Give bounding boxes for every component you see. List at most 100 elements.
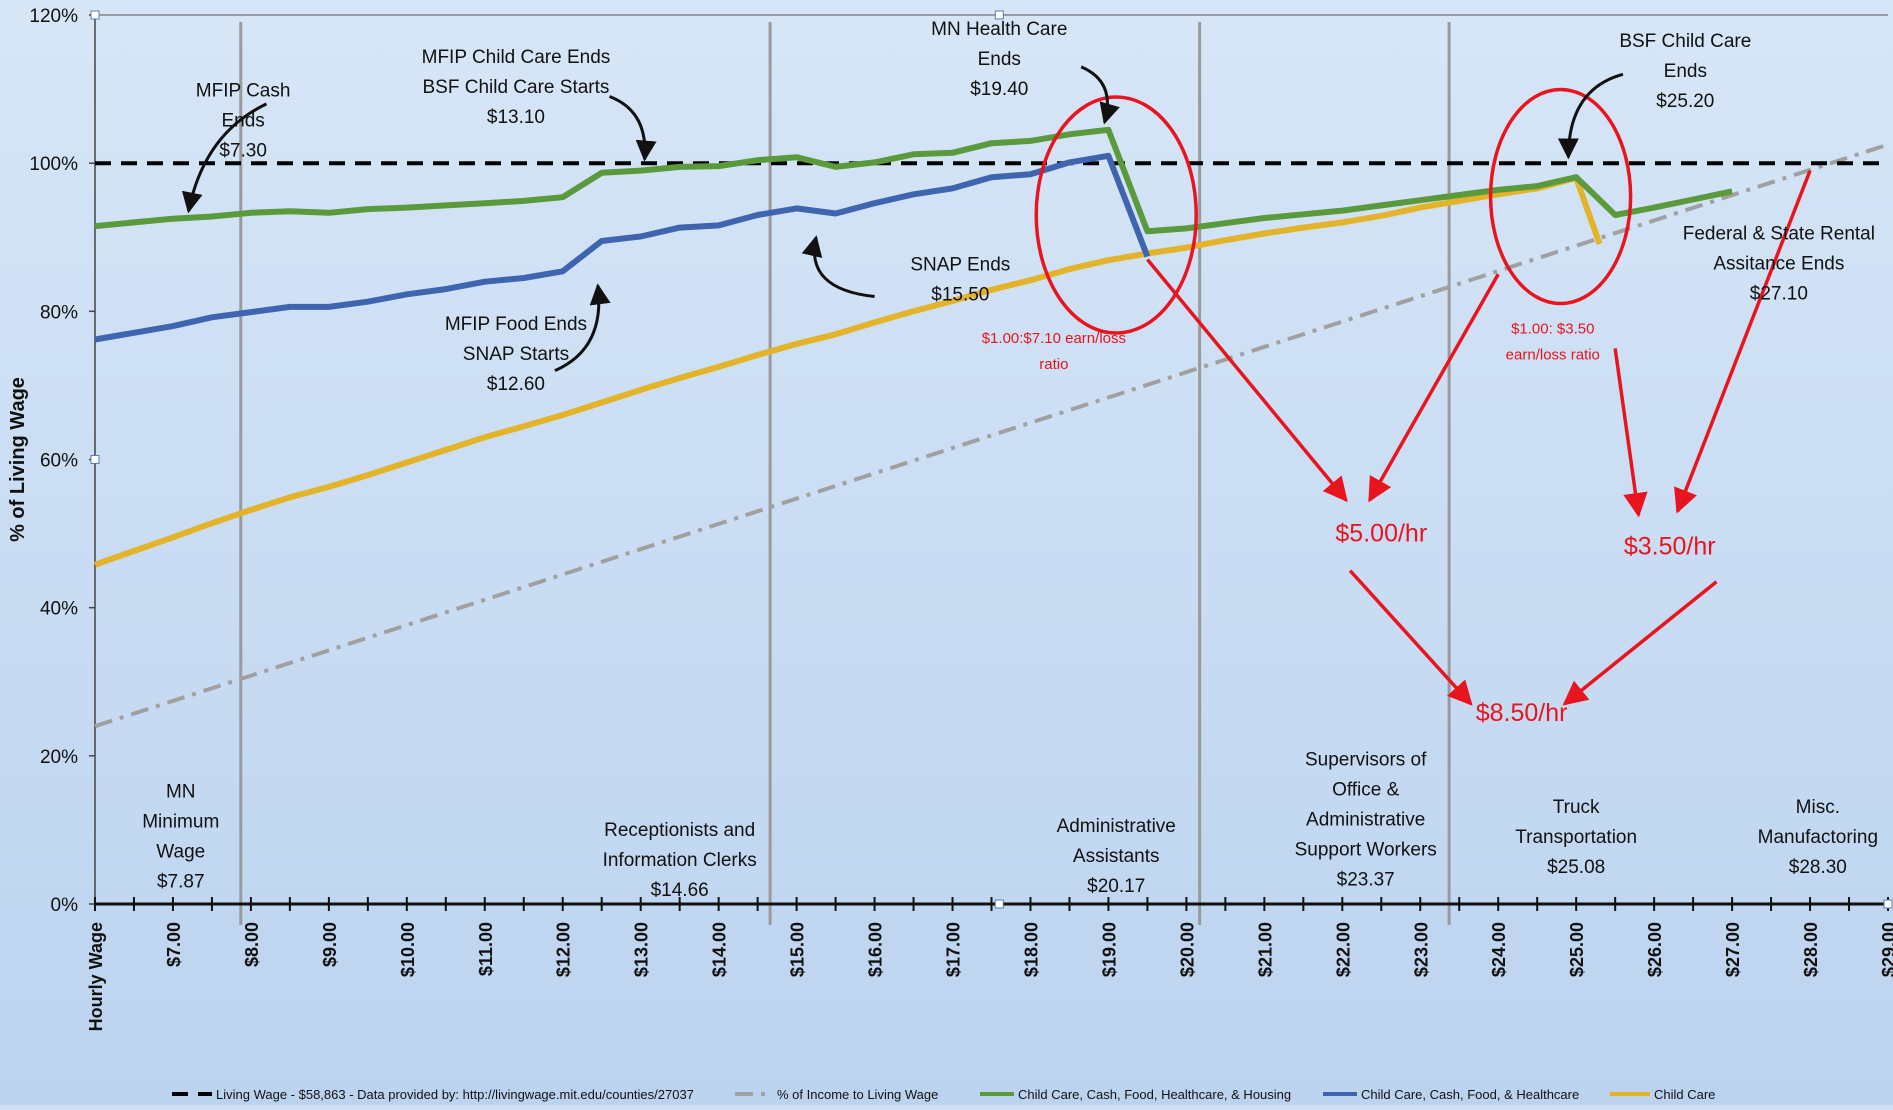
event-annotation-line: MFIP Food Ends: [445, 314, 587, 335]
event-annotation-line: Information Clerks: [603, 850, 757, 871]
series-line-ccfh: [94, 152, 1151, 343]
event-annotation-line: MFIP Child Care Ends: [422, 47, 611, 68]
loss-label: $8.50/hr: [1476, 699, 1568, 727]
x-tick-label: $11.00: [476, 922, 496, 976]
ratio-note-line: $1.00: $3.50: [1511, 321, 1594, 338]
red-arrow: [1674, 169, 1812, 514]
x-tick-label: $9.00: [320, 922, 340, 967]
event-annotation-line: $13.10: [487, 107, 545, 128]
event-annotation-line: BSF Child Care: [1619, 31, 1751, 52]
y-tick-label: 100%: [29, 154, 78, 175]
black-arrow: [181, 102, 268, 214]
event-annotation-line: Federal & State Rental: [1683, 223, 1875, 244]
event-annotation-line: $28.30: [1789, 857, 1847, 878]
x-tick-label: $7.00: [164, 922, 184, 967]
black-arrow: [1557, 72, 1624, 160]
event-annotation-line: Administrative: [1306, 809, 1425, 830]
y-tick-label: 120%: [29, 6, 78, 27]
event-annotation-line: Administrative: [1057, 816, 1176, 837]
x-tick-label: $21.00: [1255, 922, 1275, 977]
event-annotation: Truck Transportation $25.08: [1515, 797, 1637, 878]
red-arrow: [1368, 273, 1500, 503]
event-annotation-line: Misc.: [1796, 797, 1840, 818]
event-annotation: MFIP Child Care Ends BSF Child Care Start…: [422, 47, 611, 128]
event-annotation: Administrative Assistants $20.17: [1057, 816, 1176, 897]
y-tick-label: 20%: [40, 747, 78, 768]
highlight-circle-1: [1034, 95, 1198, 335]
series-line-cc: [94, 175, 1603, 568]
red-arrow: [1562, 580, 1718, 706]
legend-label: Living Wage - $58,863 - Data provided by…: [216, 1087, 694, 1102]
event-annotation-line: Transportation: [1515, 827, 1637, 848]
event-annotation-line: $12.60: [487, 374, 545, 395]
event-annotation-line: $23.37: [1337, 869, 1395, 890]
x-tick-label: $19.00: [1099, 922, 1119, 977]
event-annotation: Misc. Manufactoring $28.30: [1758, 797, 1878, 878]
axes: 0% 20% 40% 60% 80% 100% 120% % of Living Wage $7…: [7, 6, 1893, 1031]
event-annotation-line: Assistants: [1073, 846, 1160, 867]
red-arrow: [1146, 258, 1348, 503]
x-tick-label: $12.00: [554, 922, 574, 977]
event-annotation-line: Supervisors of: [1305, 749, 1427, 770]
y-tick-label: 0%: [51, 895, 79, 916]
event-annotation-line: MN: [166, 781, 196, 802]
event-annotation-line: Wage: [156, 841, 205, 862]
ratio-note-line: ratio: [1039, 356, 1068, 373]
legend-label: Child Care: [1654, 1087, 1715, 1102]
loss-label: $3.50/hr: [1624, 532, 1716, 560]
event-annotation-line: Manufactoring: [1758, 827, 1878, 848]
event-annotation-line: $25.08: [1547, 857, 1605, 878]
event-annotation-line: Receptionists and: [604, 820, 755, 841]
event-annotation-line: $14.66: [651, 880, 709, 901]
x-tick-label: $20.00: [1177, 922, 1197, 977]
event-annotation-line: BSF Child Care Starts: [423, 77, 610, 98]
event-annotation-line: Ends: [221, 110, 264, 131]
ratio-note: $1.00:$7.10 earn/loss ratio: [982, 330, 1126, 373]
event-annotation: SNAP Ends $15.50: [910, 255, 1010, 306]
event-annotation-line: Truck: [1553, 797, 1600, 818]
annotation-arrows: [181, 65, 1812, 706]
x-axis-title: Hourly Wage: [86, 922, 106, 1031]
y-tick-label: 40%: [40, 599, 78, 620]
selection-handle: [90, 10, 100, 20]
x-tick-label: $22.00: [1333, 922, 1353, 977]
event-annotation-line: MFIP Cash: [196, 80, 291, 101]
ratio-note-line: earn/loss ratio: [1506, 347, 1600, 364]
event-annotation-line: $15.50: [931, 285, 989, 306]
x-tick-label: $16.00: [866, 922, 886, 977]
occupation-lines: [239, 22, 1451, 925]
red-arrow: [1348, 569, 1473, 706]
x-tick-label: $13.00: [632, 922, 652, 977]
black-arrow: [554, 283, 611, 372]
selection-handle: [994, 899, 1004, 909]
black-arrow: [1080, 65, 1120, 125]
x-tick-label: $24.00: [1489, 922, 1509, 977]
event-annotation: MN Health Care Ends $19.40: [931, 19, 1067, 100]
legend-label: Child Care, Cash, Food, & Healthcare: [1361, 1087, 1579, 1102]
x-tick-label: $17.00: [944, 922, 964, 977]
event-annotation-line: $27.10: [1750, 283, 1808, 304]
series-line-all: [94, 126, 1733, 235]
ratio-note-line: $1.00:$7.10 earn/loss: [982, 330, 1126, 347]
legend: Living Wage - $58,863 - Data provided by…: [172, 1087, 1715, 1102]
y-tick-label: 80%: [40, 302, 78, 323]
selection-handle: [90, 455, 100, 464]
event-annotation-line: SNAP Ends: [910, 255, 1010, 276]
x-tick-label: $29.00: [1879, 922, 1893, 977]
event-annotation-line: $25.20: [1656, 91, 1714, 112]
event-annotation: MN Minimum Wage $7.87: [142, 781, 219, 892]
x-tick-label: $23.00: [1411, 922, 1431, 977]
selection-handle: [1883, 899, 1893, 909]
event-annotation: Receptionists and Information Clerks $14.6…: [603, 820, 757, 901]
event-annotation-line: Assitance Ends: [1713, 253, 1844, 274]
x-tick-label: $25.00: [1567, 922, 1587, 977]
loss-label: $5.00/hr: [1335, 520, 1427, 548]
series-line-income: [94, 142, 1889, 729]
event-annotation: Federal & State Rental Assitance Ends $27.…: [1683, 223, 1875, 304]
x-tick-label: $8.00: [242, 922, 262, 967]
event-annotation: Supervisors of Office & Administrative Supp…: [1295, 749, 1437, 890]
x-tick-label: $10.00: [398, 922, 418, 977]
x-tick-label: $28.00: [1801, 922, 1821, 977]
